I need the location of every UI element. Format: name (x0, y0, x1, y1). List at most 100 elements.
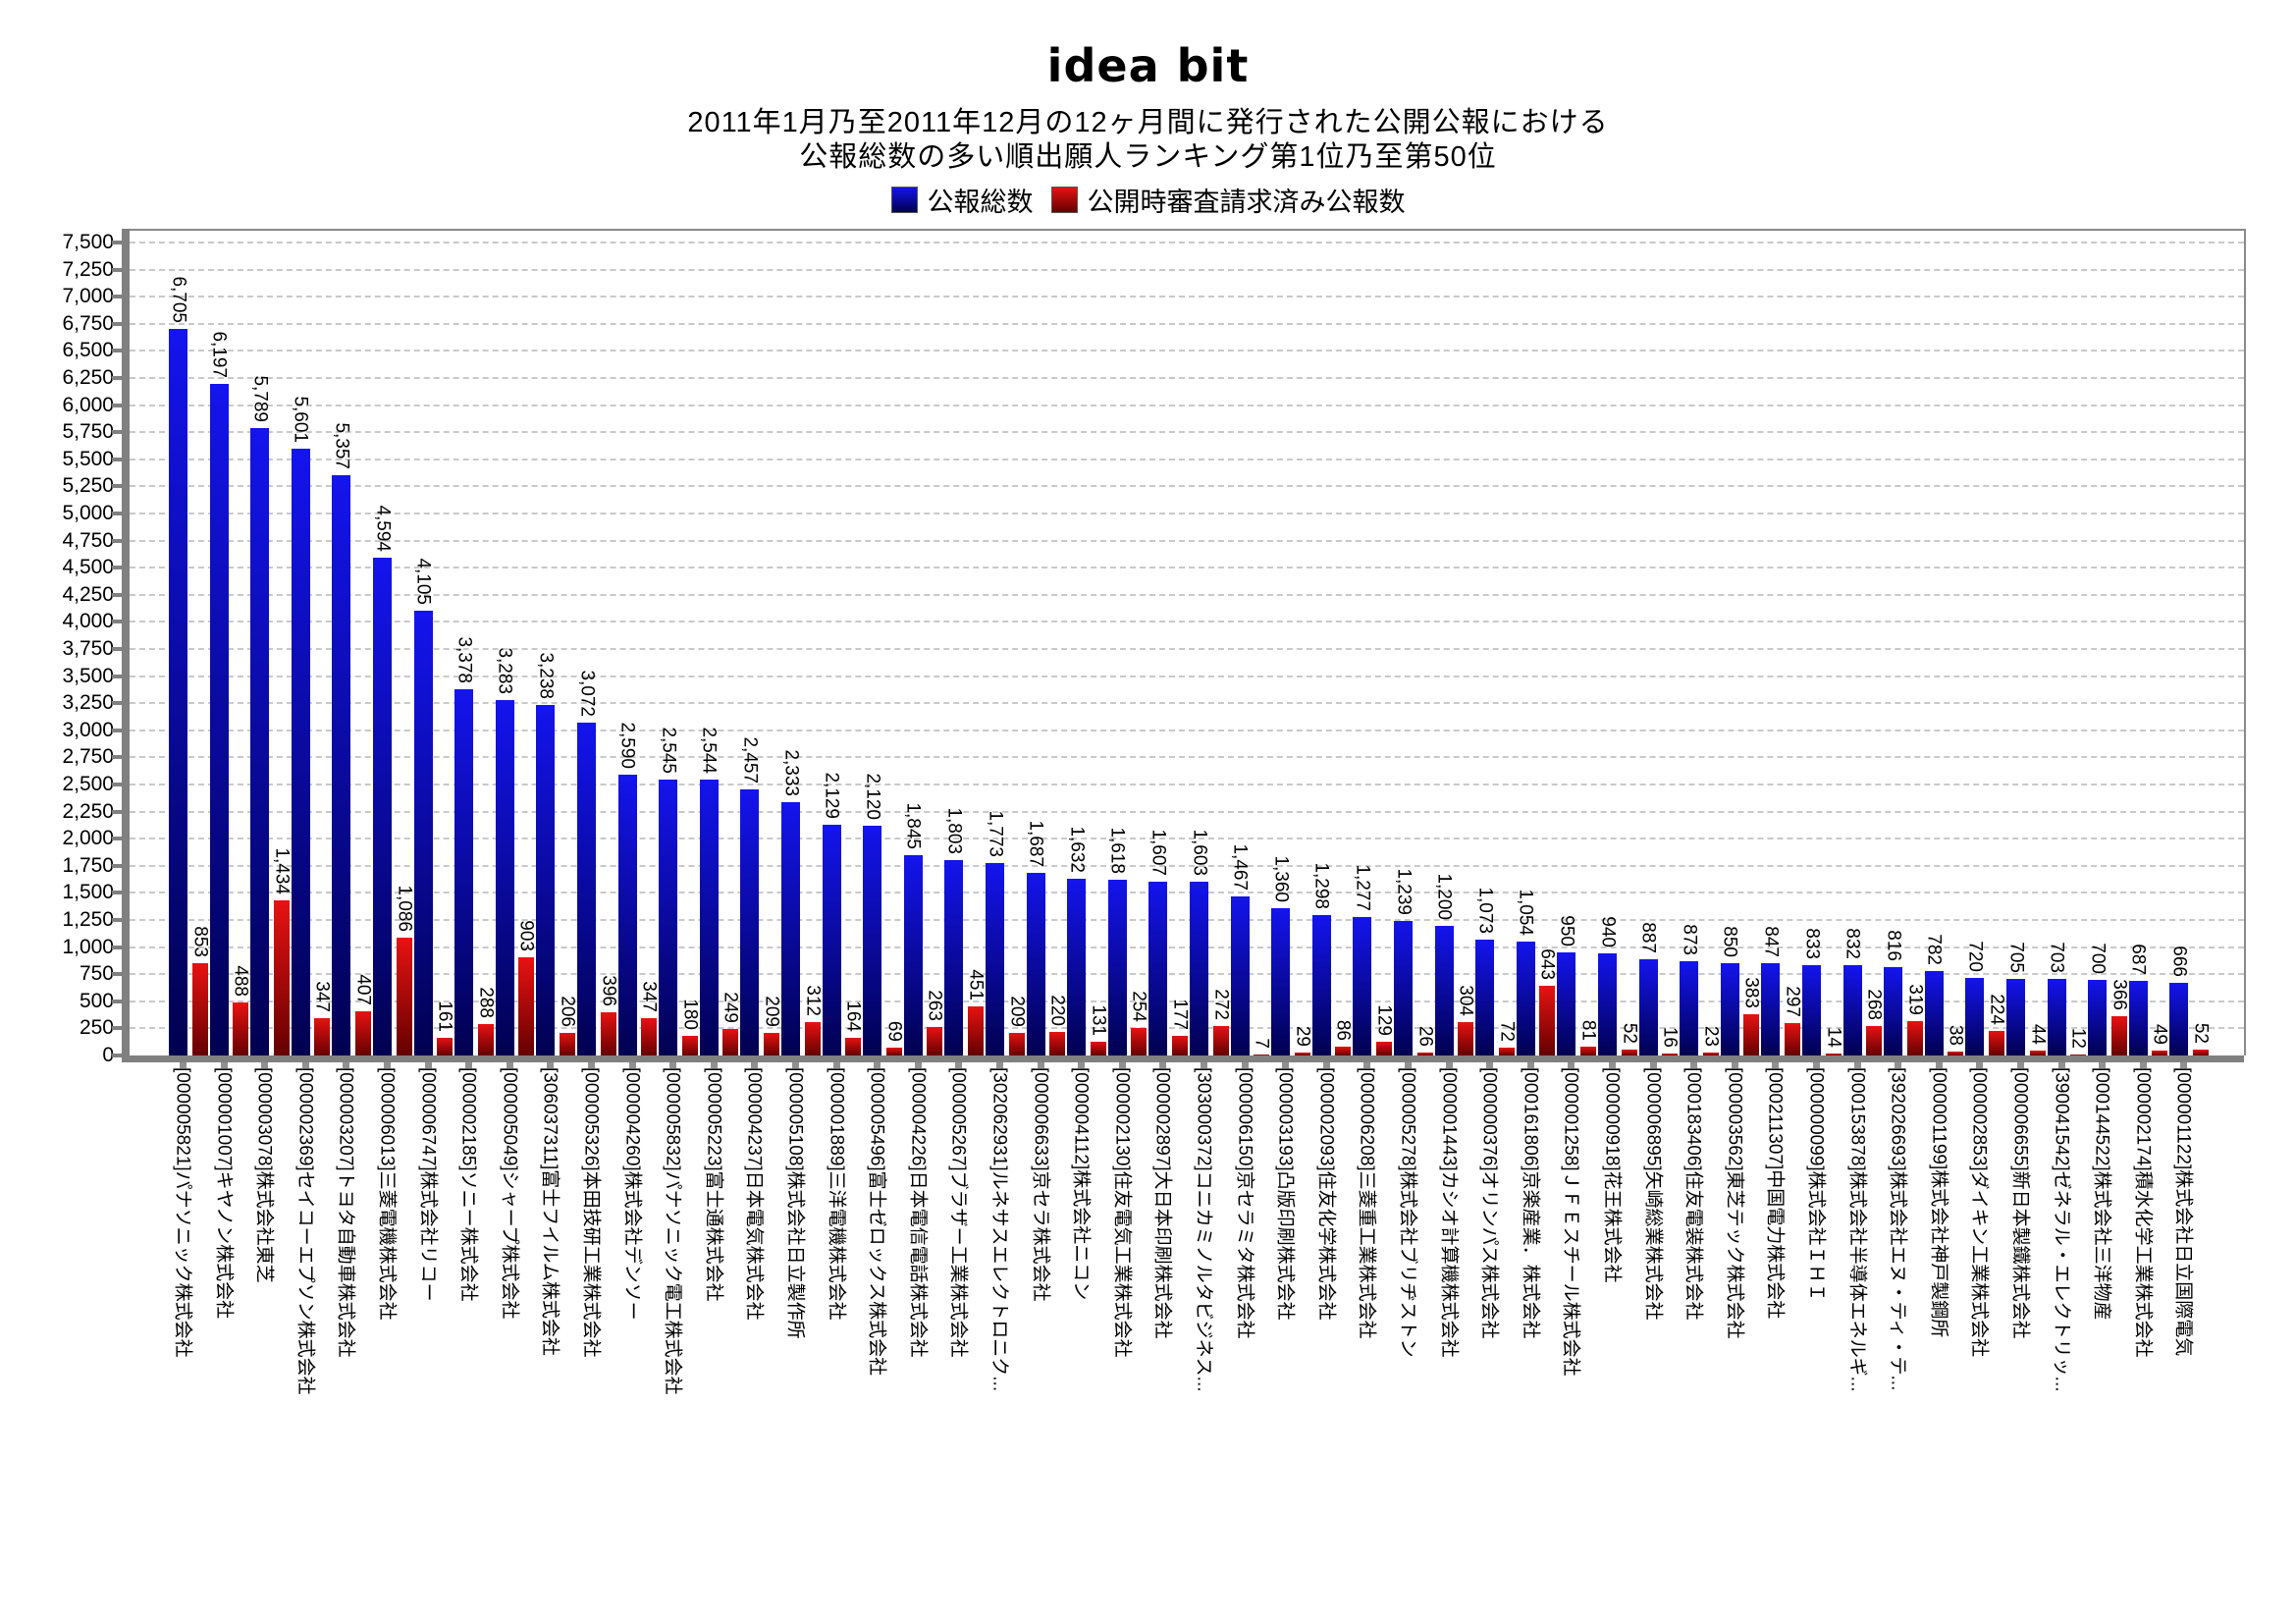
bar-examined (559, 1033, 575, 1055)
bar-value-label-examined-text: 161 (434, 1001, 455, 1033)
bar-value-label-total-text: 887 (1637, 922, 1659, 954)
y-gridline (130, 539, 2244, 542)
y-gridline (130, 404, 2244, 406)
bar-examined (2110, 1015, 2127, 1055)
bar-total (1475, 939, 1495, 1055)
y-axis-tick-label: 7,000 (62, 285, 114, 308)
y-gridline (130, 756, 2244, 759)
y-axis-tick-label: 6,000 (62, 393, 114, 416)
y-axis-tick-label: 1,750 (62, 853, 114, 877)
y-axis-tick-label: 750 (79, 962, 114, 986)
y-axis-tick-label: 4,000 (62, 610, 114, 633)
y-axis-tick-label: 250 (79, 1016, 114, 1040)
bar-examined (1866, 1026, 1883, 1055)
bar-value-label-examined-text: 304 (1455, 985, 1476, 1017)
category-label-text: [000003562]東芝テック株式会社 (1724, 1067, 1745, 1339)
bar-examined (314, 1017, 331, 1055)
bar-total (250, 427, 270, 1055)
category-label-text: [000003193]凸版印刷株式会社 (1274, 1067, 1296, 1321)
bar-examined (2192, 1050, 2209, 1055)
bar-value-label-total-text: 5,789 (249, 375, 271, 422)
y-axis-tick-label: 5,750 (62, 420, 114, 444)
x-axis-tick (465, 1062, 473, 1068)
bar-value-label-total-text: 2,544 (698, 727, 720, 775)
y-gridline (130, 1027, 2244, 1030)
bar-value-label-examined-text: 209 (761, 996, 782, 1027)
y-axis-tick-label: 7,500 (62, 231, 114, 253)
bar-value-label-examined-text: 407 (352, 974, 374, 1006)
bar-value-label-examined-text: 312 (802, 984, 823, 1016)
bar-total (169, 328, 187, 1055)
category-label-text: [000153878]株式会社半導体エネルギ... (1846, 1067, 1868, 1392)
bar-value-label-examined-text: 347 (311, 980, 333, 1012)
category-label-text: [000005223]富士通株式会社 (703, 1067, 724, 1302)
bar-value-label-total-text: 1,054 (1515, 889, 1536, 936)
y-axis-tick-label: 4,500 (62, 556, 114, 579)
bar-value-label-total-text: 833 (1801, 928, 1822, 960)
bar-value-label-examined-text: 206 (557, 996, 578, 1028)
y-gridline (130, 485, 2244, 488)
y-axis-tick-label: 4,750 (62, 528, 114, 552)
bar-value-label-examined-text: 86 (1332, 1019, 1354, 1041)
category-label-text: [000006655]新日本製鐵株式会社 (2009, 1067, 2031, 1339)
category-label-text: [000005832]パナソニック電工株式会社 (662, 1067, 683, 1395)
bar-examined (1212, 1025, 1229, 1055)
legend-label-total: 公報総数 (927, 188, 1034, 217)
y-gridline (130, 864, 2244, 867)
bar-total (1557, 952, 1576, 1055)
bar-examined (1335, 1046, 1352, 1055)
category-label-text: [000000099]株式会社ＩＨＩ (1805, 1067, 1827, 1302)
bar-total (1802, 965, 1821, 1055)
bar-total (1680, 960, 1699, 1055)
bar-examined (2029, 1051, 2046, 1055)
y-gridline (130, 296, 2244, 298)
bar-examined (681, 1036, 698, 1055)
y-axis-tick-label: 6,750 (62, 311, 114, 335)
bar-value-label-total-text: 3,378 (454, 636, 475, 684)
category-label-text: [000001007]キヤノン株式会社 (213, 1067, 235, 1320)
y-axis-tick (112, 566, 124, 570)
y-axis-tick-label: 500 (79, 989, 114, 1012)
plot-border-right (2244, 229, 2246, 1055)
x-axis-line (122, 1055, 2244, 1062)
y-gridline (130, 567, 2244, 569)
bar-value-label-total-text: 2,457 (739, 736, 761, 784)
y-axis-tick (112, 267, 124, 272)
bar-total (740, 788, 760, 1055)
bar-value-label-total-text: 873 (1679, 923, 1700, 955)
y-axis-tick-label: 4,250 (62, 582, 114, 606)
bar-total (1516, 941, 1535, 1055)
bar-value-label-total-text: 1,773 (985, 810, 1005, 858)
bar-total (1720, 963, 1739, 1055)
y-axis-tick-label: 2,250 (62, 799, 114, 823)
category-label-text: [000005326]本田技研工業株式会社 (580, 1067, 602, 1358)
category-label-text: [000006747]株式会社リコー (417, 1067, 439, 1302)
x-axis-tick (2139, 1062, 2147, 1068)
y-gridline (130, 810, 2244, 813)
bar-value-label-examined-text: 52 (1619, 1023, 1639, 1045)
bar-total (1311, 914, 1331, 1055)
category-label-text: [000144522]株式会社三洋物産 (2091, 1067, 2112, 1321)
bar-value-label-total-text: 1,845 (902, 802, 924, 850)
x-axis-tick (2057, 1062, 2065, 1068)
y-gridline (130, 593, 2244, 596)
category-label-text: [302062931]ルネサスエレクトロニク... (988, 1067, 1010, 1392)
y-axis-tick-label: 3,500 (62, 664, 114, 687)
x-axis-tick (2017, 1062, 2024, 1068)
bar-value-label-examined-text: 272 (1210, 989, 1231, 1020)
y-axis-tick-label: 3,750 (62, 637, 114, 660)
bar-examined (722, 1028, 739, 1055)
bar-examined (763, 1032, 779, 1055)
bar-value-label-examined-text: 347 (638, 980, 660, 1012)
y-axis-tick (112, 945, 124, 949)
bar-value-label-examined-text: 249 (720, 991, 741, 1023)
legend-item-examined: 公開時審査請求済み公報数 (1050, 181, 1406, 219)
bar-examined (1988, 1031, 2004, 1055)
y-axis-tick (112, 457, 124, 461)
x-axis-tick (1526, 1062, 1534, 1068)
x-axis-tick (955, 1062, 963, 1068)
y-axis-tick (112, 512, 124, 515)
y-gridline (130, 458, 2244, 460)
bar-value-label-total-text: 940 (1597, 916, 1618, 948)
x-axis-tick (1935, 1062, 1943, 1068)
